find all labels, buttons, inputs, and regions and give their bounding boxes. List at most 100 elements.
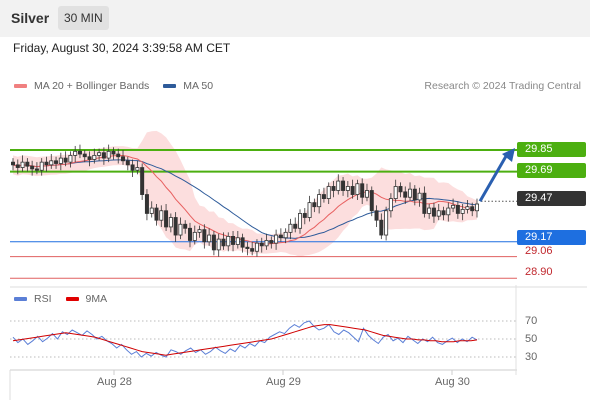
candle (211, 231, 216, 256)
candle (82, 150, 87, 163)
candle (341, 177, 346, 196)
ma50-line (12, 159, 478, 239)
candle (101, 147, 106, 165)
candle (164, 204, 169, 231)
candle (408, 182, 413, 202)
candle (250, 241, 255, 256)
x-label-aug30: Aug 30 (435, 376, 470, 388)
rsi-ma-line (12, 324, 478, 356)
candle (168, 213, 173, 233)
bollinger-legend-label: MA 20 + Bollinger Bands (34, 80, 150, 92)
candle (87, 151, 92, 167)
candle (15, 159, 20, 175)
candle (298, 209, 303, 234)
candle (149, 201, 154, 218)
candle (293, 217, 298, 233)
candle (73, 145, 78, 163)
bollinger-swatch (14, 84, 27, 88)
candle (159, 205, 164, 227)
candle (68, 151, 73, 168)
rsi-level-50: 50 (525, 333, 538, 345)
candle (49, 154, 54, 169)
rsi-level-70: 70 (525, 315, 538, 327)
candle (154, 204, 159, 226)
rsi-level-30: 30 (525, 351, 538, 363)
support-2-label: 28.90 (525, 266, 553, 278)
candle (364, 183, 369, 202)
candle (20, 155, 25, 172)
candle (312, 198, 317, 213)
projection-arrow-shaft (478, 151, 510, 203)
candle (307, 195, 312, 222)
candle (451, 198, 456, 213)
pivot-tag: 29.17 (517, 230, 586, 245)
candle (245, 241, 250, 256)
candle (44, 156, 49, 172)
candle (288, 218, 293, 240)
candle (231, 231, 236, 252)
candle (216, 233, 221, 257)
projection-arrow-head (502, 148, 515, 162)
resistance-2-tag: 29.85 (517, 142, 586, 157)
candle (436, 204, 441, 221)
candle (350, 179, 355, 199)
candle (455, 201, 460, 219)
candle (321, 187, 326, 203)
x-label-aug28: Aug 28 (97, 376, 132, 388)
candle (317, 189, 322, 214)
interval-selector[interactable]: 30 MIN (58, 6, 109, 30)
candle (403, 186, 408, 204)
candle (446, 202, 451, 222)
candle (111, 147, 116, 160)
candle (207, 228, 212, 246)
candle (398, 182, 403, 198)
candle (326, 182, 331, 204)
candle (470, 202, 475, 217)
rsi-swatch (14, 297, 27, 301)
candle (10, 158, 15, 171)
rsi-legend-label: RSI (34, 293, 52, 305)
candle (63, 151, 68, 167)
candle (302, 208, 307, 225)
candle (465, 199, 470, 214)
candle (54, 156, 59, 169)
candle (130, 159, 135, 177)
candle (412, 185, 417, 206)
candle (254, 239, 259, 257)
resistance-1-tag: 29.69 (517, 163, 586, 178)
candle (235, 231, 240, 249)
candle (384, 206, 389, 241)
candle (336, 174, 341, 195)
candle (379, 213, 384, 240)
candle (226, 232, 231, 252)
candle (360, 178, 365, 204)
candle (422, 186, 427, 218)
candle (259, 237, 264, 253)
candle (221, 232, 226, 250)
candle (369, 186, 374, 217)
candle (278, 228, 283, 242)
rsi-line (12, 320, 478, 358)
candle (34, 162, 39, 175)
candle (106, 144, 111, 163)
candle (77, 144, 82, 159)
candle (192, 225, 197, 245)
candle (140, 163, 145, 200)
candle (393, 179, 398, 203)
candle (269, 236, 274, 249)
candle (121, 150, 126, 165)
candle (178, 217, 183, 240)
instrument-title: Silver (11, 10, 50, 26)
rsi-ma-legend-label: 9MA (85, 293, 108, 305)
candle (125, 156, 130, 171)
candle (427, 204, 432, 219)
candle (144, 189, 149, 221)
candle (283, 228, 288, 244)
copyright-notice: Research © 2024 Trading Central (424, 80, 581, 92)
candle (345, 181, 350, 198)
candle (173, 212, 178, 242)
candle (197, 225, 202, 238)
main-legend: MA 20 + Bollinger Bands MA 50 (14, 80, 213, 92)
candle (474, 198, 479, 218)
